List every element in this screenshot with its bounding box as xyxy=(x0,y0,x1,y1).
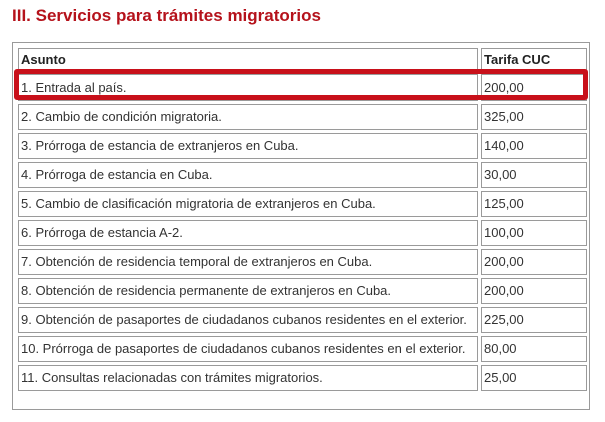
section-title: III. Servicios para trámites migratorios xyxy=(12,6,321,25)
subject-cell: 5. Cambio de clasificación migratoria de… xyxy=(18,191,478,217)
subject-cell: 4. Prórroga de estancia en Cuba. xyxy=(18,162,478,188)
table-row: 6. Prórroga de estancia A-2. 100,00 xyxy=(18,220,587,246)
column-header: Asunto xyxy=(18,48,478,71)
subject-cell: 11. Consultas relacionadas con trámites … xyxy=(18,365,478,391)
table-row: 11. Consultas relacionadas con trámites … xyxy=(18,365,587,391)
fee-cell: 100,00 xyxy=(481,220,587,246)
header-row: Asunto Tarifa CUC xyxy=(18,48,587,71)
subject-cell: 10. Prórroga de pasaportes de ciudadanos… xyxy=(18,336,478,362)
table-row: 7. Obtención de residencia temporal de e… xyxy=(18,249,587,275)
column-header: Tarifa CUC xyxy=(481,48,587,71)
subject-cell: 7. Obtención de residencia temporal de e… xyxy=(18,249,478,275)
table-frame: Asunto Tarifa CUC 1. Entrada al país. 200… xyxy=(12,42,590,410)
subject-cell: 3. Prórroga de estancia de extranjeros e… xyxy=(18,133,478,159)
subject-cell: 6. Prórroga de estancia A-2. xyxy=(18,220,478,246)
table-row: 10. Prórroga de pasaportes de ciudadanos… xyxy=(18,336,587,362)
fee-cell: 225,00 xyxy=(481,307,587,333)
table-row: 1. Entrada al país. 200,00 xyxy=(18,74,587,101)
fee-cell: 140,00 xyxy=(481,133,587,159)
fee-cell: 200,00 xyxy=(481,278,587,304)
subject-cell: 2. Cambio de condición migratoria. xyxy=(18,104,478,130)
fee-cell: 30,00 xyxy=(481,162,587,188)
table-row: 5. Cambio de clasificación migratoria de… xyxy=(18,191,587,217)
table-row: 9. Obtención de pasaportes de ciudadanos… xyxy=(18,307,587,333)
fees-table: Asunto Tarifa CUC 1. Entrada al país. 200… xyxy=(15,45,590,394)
fee-cell: 200,00 xyxy=(481,74,587,101)
fee-cell: 200,00 xyxy=(481,249,587,275)
fee-cell: 80,00 xyxy=(481,336,587,362)
fee-cell: 25,00 xyxy=(481,365,587,391)
table-row: 8. Obtención de residencia permanente de… xyxy=(18,278,587,304)
subject-cell: 9. Obtención de pasaportes de ciudadanos… xyxy=(18,307,478,333)
subject-cell: 8. Obtención de residencia permanente de… xyxy=(18,278,478,304)
fee-cell: 125,00 xyxy=(481,191,587,217)
table-row: 2. Cambio de condición migratoria. 325,00 xyxy=(18,104,587,130)
table-row: 4. Prórroga de estancia en Cuba. 30,00 xyxy=(18,162,587,188)
fee-cell: 325,00 xyxy=(481,104,587,130)
subject-cell: 1. Entrada al país. xyxy=(18,74,478,101)
table-row: 3. Prórroga de estancia de extranjeros e… xyxy=(18,133,587,159)
